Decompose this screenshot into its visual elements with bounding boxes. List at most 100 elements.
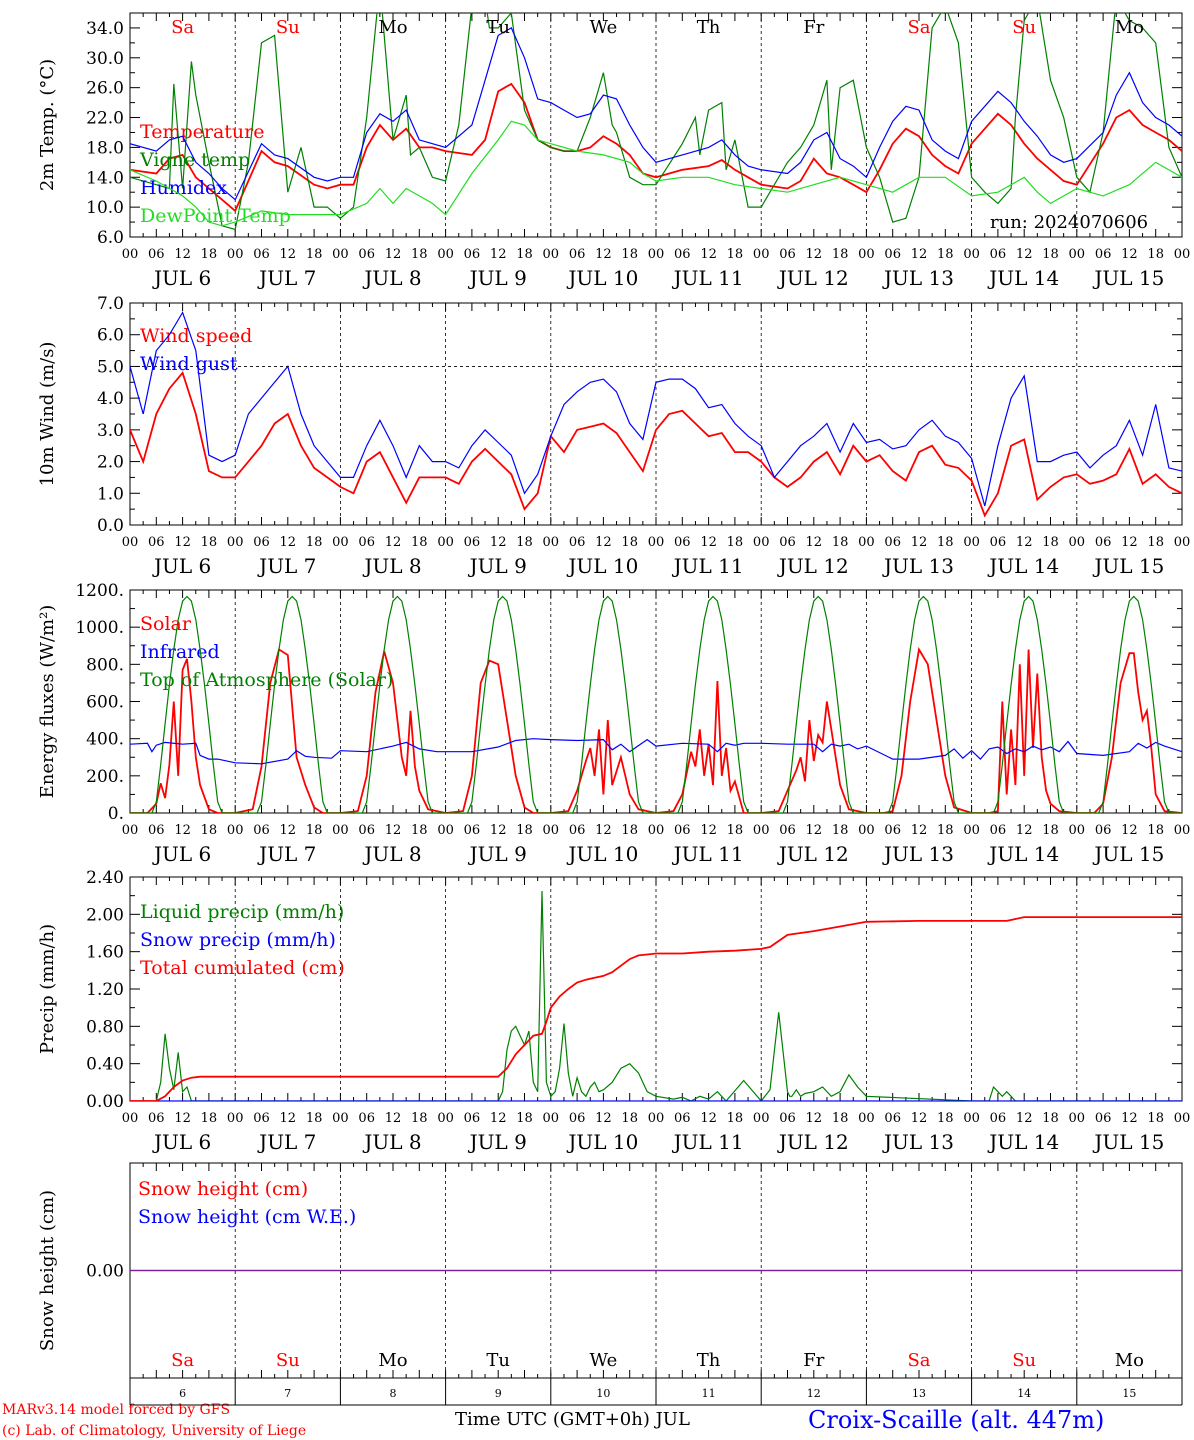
series-line-temperature bbox=[130, 82, 1182, 213]
x-hour-label: 00 bbox=[332, 823, 349, 838]
x-hour-label: 06 bbox=[779, 1111, 796, 1126]
x-hour-label: 18 bbox=[411, 535, 428, 550]
x-hour-label: 18 bbox=[621, 1111, 638, 1126]
x-hour-label: 18 bbox=[727, 247, 744, 262]
x-hour-label: 00 bbox=[963, 247, 980, 262]
x-hour-label: 12 bbox=[174, 247, 191, 262]
x-date-label: JUL 13 bbox=[882, 554, 954, 578]
x-date-label: JUL 9 bbox=[468, 266, 527, 290]
x-hour-label: 18 bbox=[1147, 247, 1164, 262]
y-axis-label: Precip (mm/h) bbox=[37, 924, 58, 1054]
x-hour-label: 00 bbox=[122, 823, 139, 838]
x-hour-label: 00 bbox=[963, 1111, 980, 1126]
day-abbr: Su bbox=[276, 17, 300, 38]
x-hour-label: 00 bbox=[543, 1111, 560, 1126]
legend-entry: Temperature bbox=[140, 121, 264, 143]
x-hour-label: 18 bbox=[411, 1111, 428, 1126]
x-date-label: JUL 11 bbox=[672, 1130, 744, 1154]
x-date-label: JUL 14 bbox=[987, 266, 1059, 290]
y-tick-label: 800. bbox=[86, 655, 124, 675]
x-hour-label: 18 bbox=[832, 1111, 849, 1126]
legend-entry: Liquid precip (mm/h) bbox=[140, 901, 344, 923]
x-date-label: JUL 11 bbox=[672, 554, 744, 578]
x-date-label: JUL 6 bbox=[152, 1130, 211, 1154]
x-hour-label: 18 bbox=[201, 535, 218, 550]
x-hour-label: 00 bbox=[753, 535, 770, 550]
day-abbr: We bbox=[590, 1350, 618, 1371]
day-abbr: Tu bbox=[486, 17, 510, 38]
legend-entry: Humidex bbox=[140, 177, 227, 199]
x-hour-label: 06 bbox=[569, 1111, 586, 1126]
model-credit: MARv3.14 model forced by GFS bbox=[2, 1402, 230, 1418]
x-hour-label: 06 bbox=[674, 1111, 691, 1126]
x-hour-label: 00 bbox=[753, 823, 770, 838]
x-hour-label: 18 bbox=[937, 247, 954, 262]
x-hour-label: 06 bbox=[148, 1111, 165, 1126]
x-hour-label: 18 bbox=[727, 823, 744, 838]
x-hour-label: 00 bbox=[1174, 247, 1191, 262]
x-hour-label: 06 bbox=[148, 535, 165, 550]
y-tick-label: 22.0 bbox=[86, 109, 124, 129]
x-hour-label: 18 bbox=[201, 247, 218, 262]
x-hour-label: 18 bbox=[1147, 535, 1164, 550]
x-hour-label: 12 bbox=[490, 247, 507, 262]
x-hour-label: 18 bbox=[306, 535, 323, 550]
x-hour-label: 00 bbox=[1069, 247, 1086, 262]
panel-3: 0. 200. 400. 600. 800. 1000. 1200. Energy fluxe… bbox=[37, 581, 1190, 866]
x-hour-label: 06 bbox=[569, 247, 586, 262]
y-tick-label: 1.0 bbox=[97, 484, 124, 504]
x-hour-label: 12 bbox=[174, 1111, 191, 1126]
x-hour-label: 18 bbox=[621, 823, 638, 838]
x-date-label: JUL 10 bbox=[566, 1130, 638, 1154]
x-date-label: JUL 9 bbox=[468, 1130, 527, 1154]
day-abbr: Th bbox=[697, 17, 721, 38]
x-axis-title: Time UTC (GMT+0h) JUL bbox=[455, 1409, 690, 1430]
x-hour-label: 06 bbox=[884, 247, 901, 262]
x-hour-label: 18 bbox=[1147, 823, 1164, 838]
x-hour-label: 18 bbox=[1042, 1111, 1059, 1126]
x-hour-label: 18 bbox=[832, 535, 849, 550]
day-abbr: Sa bbox=[171, 1350, 194, 1371]
x-hour-label: 06 bbox=[569, 535, 586, 550]
x-hour-label: 12 bbox=[490, 535, 507, 550]
y-tick-label: 0.00 bbox=[86, 1092, 124, 1112]
y-tick-label: 0.0 bbox=[97, 516, 124, 536]
x-hour-label: 00 bbox=[543, 247, 560, 262]
x-hour-label: 00 bbox=[858, 535, 875, 550]
y-tick-label: 400. bbox=[86, 730, 124, 750]
x-hour-label: 12 bbox=[1016, 535, 1033, 550]
x-date-label: JUL 10 bbox=[566, 842, 638, 866]
x-hour-label: 18 bbox=[306, 1111, 323, 1126]
x-hour-label: 06 bbox=[674, 247, 691, 262]
x-date-label: JUL 9 bbox=[468, 554, 527, 578]
x-hour-label: 18 bbox=[306, 823, 323, 838]
x-date-label: JUL 15 bbox=[1092, 1130, 1164, 1154]
x-hour-label: 12 bbox=[700, 1111, 717, 1126]
y-tick-label: 34.0 bbox=[86, 19, 124, 39]
panel-2: 0.0 1.0 2.0 3.0 4.0 5.0 6.0 7.0 10m Wind (m/s) Wi… bbox=[37, 294, 1190, 578]
x-hour-label: 00 bbox=[332, 535, 349, 550]
x-hour-label: 06 bbox=[253, 247, 270, 262]
x-hour-label: 12 bbox=[700, 535, 717, 550]
day-abbr: Fr bbox=[803, 1350, 824, 1371]
series-line-humidex bbox=[130, 27, 1182, 201]
day-number: 9 bbox=[495, 1387, 502, 1400]
legend-entry: Solar bbox=[140, 613, 192, 635]
x-hour-label: 12 bbox=[595, 535, 612, 550]
x-hour-label: 12 bbox=[280, 247, 297, 262]
day-abbr: Mo bbox=[378, 17, 407, 38]
y-tick-label: 3.0 bbox=[97, 421, 124, 441]
x-hour-label: 12 bbox=[490, 823, 507, 838]
x-date-label: JUL 14 bbox=[987, 554, 1059, 578]
x-hour-label: 12 bbox=[174, 535, 191, 550]
legend-entry: Infrared bbox=[140, 641, 220, 663]
x-hour-label: 18 bbox=[516, 1111, 533, 1126]
y-tick-label: 200. bbox=[86, 767, 124, 787]
y-axis-label: Energy fluxes (W/m²) bbox=[37, 605, 58, 799]
x-hour-label: 06 bbox=[1095, 535, 1112, 550]
y-tick-label: 5.0 bbox=[97, 357, 124, 377]
x-hour-label: 06 bbox=[148, 823, 165, 838]
x-hour-label: 12 bbox=[1121, 1111, 1138, 1126]
